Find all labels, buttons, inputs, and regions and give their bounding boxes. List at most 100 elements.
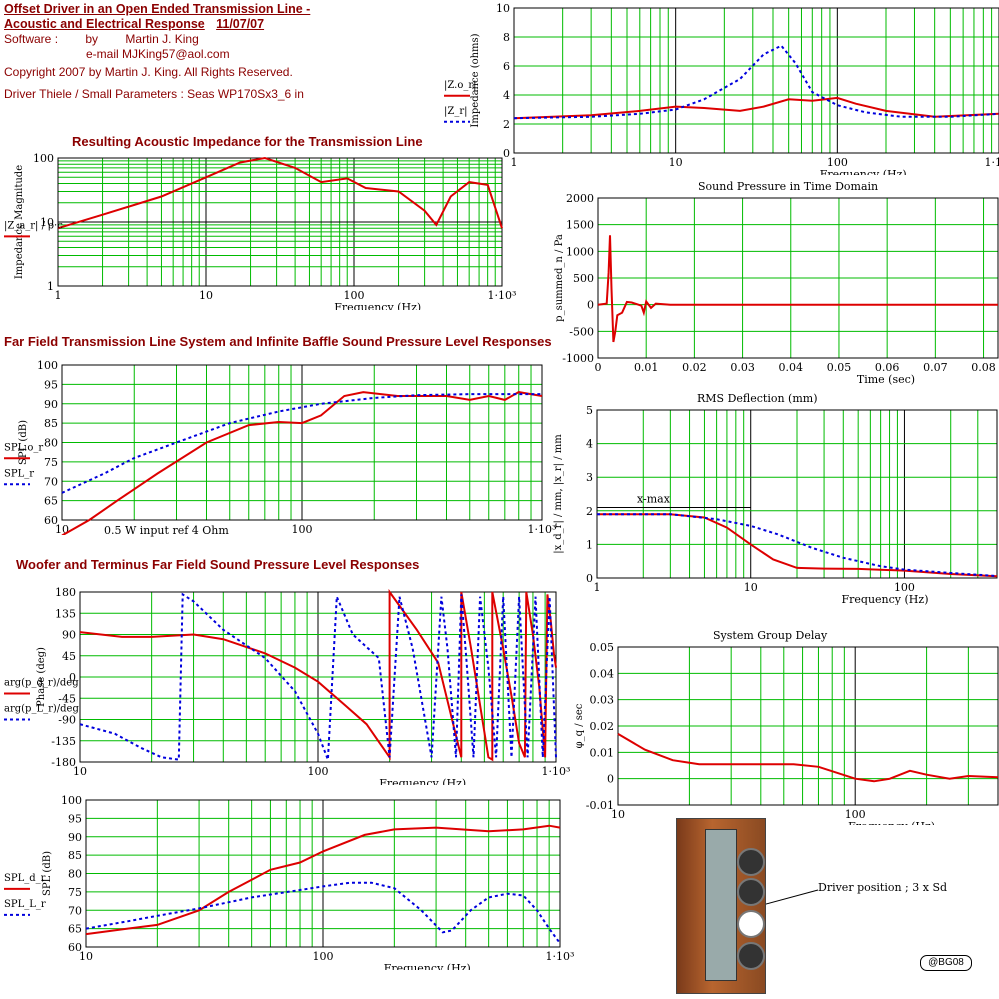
y-tick-label: 180 [55, 586, 76, 599]
x-tick-label: 0.02 [682, 361, 707, 374]
y-tick-label: 0.02 [590, 720, 615, 733]
plot-area [513, 7, 999, 154]
y-tick-label: 0.03 [590, 694, 615, 707]
y-tick-label: 135 [55, 607, 76, 620]
y-tick-label: 1 [47, 280, 54, 293]
x-tick-label: 1 [594, 581, 601, 594]
x-tick-label: 100 [308, 765, 329, 778]
xmax-label: x-max [637, 492, 671, 505]
legend-label: SPL.o_r [4, 442, 43, 453]
y-tick-label: 1500 [566, 219, 594, 232]
speaker-photo [676, 818, 766, 994]
y-tick-label: 65 [68, 923, 82, 936]
legend-label: SPL_d_r [4, 873, 46, 884]
series-line-red [617, 733, 999, 783]
group-delay-chart: 10 100 -0.01 0 0.01 0.02 0.03 0.04 0.05 Frequency… [574, 629, 999, 825]
y-tick-label: 10 [40, 216, 54, 229]
y-tick-label: 80 [44, 437, 58, 450]
legend-label: |Z_r| [444, 106, 467, 117]
y-tick-label: 90 [44, 398, 58, 411]
x-tick-label: 0 [595, 361, 602, 374]
x-tick-label: 10 [73, 765, 87, 778]
header-block: Offset Driver in an Open Ended Transmiss… [4, 2, 310, 102]
y-tick-label: 0 [586, 572, 593, 585]
x-tick-label: 1·10³ [542, 765, 571, 778]
x-axis-label: Frequency (Hz) [820, 168, 907, 175]
y-tick-label: 100 [61, 794, 82, 807]
plot-area [61, 364, 543, 521]
y-tick-label: 500 [573, 272, 594, 285]
y-tick-label: 70 [44, 475, 58, 488]
author-name: Martin J. King [125, 32, 199, 46]
y-tick-label: 95 [44, 378, 58, 391]
y-axis-label: Impedance Magnitude [14, 165, 25, 279]
y-tick-label: 60 [44, 514, 58, 527]
x-tick-label: 10 [669, 156, 683, 169]
legend-label: |Z.o_r| [444, 80, 477, 91]
x-tick-label: 0.06 [875, 361, 900, 374]
y-tick-label: -135 [51, 735, 76, 748]
y-tick-label: 6 [503, 60, 510, 73]
plot-area [596, 409, 998, 579]
y-axis-label: Phase (deg) [36, 647, 47, 707]
x-tick-label: 1·10³ [985, 156, 999, 169]
series-line-red [79, 588, 557, 762]
x-tick-label: 0.01 [634, 361, 659, 374]
legend-label: SPL_r [4, 468, 34, 479]
x-tick-label: 10 [611, 808, 625, 821]
x-tick-label: 10 [199, 289, 213, 302]
y-tick-label: 2 [503, 118, 510, 131]
x-tick-label: 1·10³ [488, 289, 517, 302]
x-tick-label: 0.04 [779, 361, 804, 374]
series-line-red [85, 824, 561, 936]
x-tick-label: 10 [79, 950, 93, 963]
title-line2: Acoustic and Electrical Response [4, 17, 205, 31]
x-tick-label: 1·10³ [546, 950, 575, 963]
y-tick-label: 1 [586, 538, 593, 551]
chart-title: System Group Delay [713, 629, 828, 642]
input-note: 0.5 W input ref 4 Ohm [104, 524, 229, 537]
y-tick-label: 85 [68, 849, 82, 862]
x-tick-label: 1 [55, 289, 62, 302]
copyright-line: Copyright 2007 by Martin J. King. All Ri… [4, 65, 293, 79]
legend-label: SPL_L_r [4, 899, 46, 910]
y-tick-label: 4 [586, 438, 593, 451]
driver-line: Driver Thiele / Small Parameters : Seas … [4, 87, 304, 101]
y-tick-label: -180 [51, 756, 76, 769]
series-line-blue [61, 393, 542, 494]
y-tick-label: 5 [586, 404, 593, 417]
series-line-red [513, 96, 999, 120]
y-tick-label: 90 [62, 629, 76, 642]
x-axis-label: Frequency (Hz) [848, 820, 935, 825]
series-line-red [597, 235, 998, 343]
x-tick-label: 10 [55, 523, 69, 535]
legend-label: arg(p_L_r)/deg [4, 704, 79, 715]
title-date: 11/07/07 [216, 17, 265, 31]
x-tick-label: 1·10³ [528, 523, 557, 535]
y-tick-label: 3 [586, 471, 593, 484]
section-acoustic-title: Resulting Acoustic Impedance for the Tra… [72, 134, 423, 149]
series-line-blue [597, 513, 998, 577]
title-line1: Offset Driver in an Open Ended Transmiss… [4, 2, 311, 16]
y-tick-label: 4 [503, 89, 510, 102]
series-line-blue [85, 881, 561, 944]
email-line: e-mail MJKing57@aol.com [86, 47, 230, 61]
chart-title: RMS Deflection (mm) [697, 392, 818, 405]
plot-area [597, 197, 999, 359]
y-tick-label: 1000 [566, 245, 594, 258]
x-axis-label: Frequency (Hz) [334, 301, 421, 310]
tweeter-icon [737, 848, 765, 876]
y-tick-label: 2 [586, 505, 593, 518]
woofer-icon [737, 878, 765, 906]
x-tick-label: 100 [313, 950, 334, 963]
pressure-time-chart: 0 0.01 0.02 0.03 0.04 0.05 0.06 0.07 0.08 -1000 -5… [554, 180, 999, 386]
y-axis-label: SPL (dB) [42, 851, 53, 896]
x-tick-label: 100 [344, 289, 365, 302]
y-tick-label: 0 [587, 299, 594, 312]
legend-label: arg(p_d_r)/deg [4, 678, 79, 689]
x-axis-label: Frequency (Hz) [384, 962, 471, 970]
plot-area [85, 799, 561, 948]
